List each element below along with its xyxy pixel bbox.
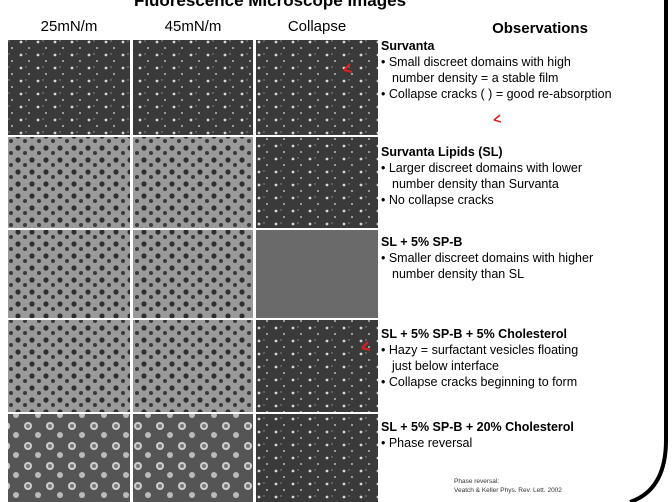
image (8, 414, 130, 502)
bullet-line: • Larger discreet domains with lower (381, 161, 582, 175)
group-title: SL + 5% SP-B + 20% Cholesterol (381, 420, 574, 434)
image (256, 40, 378, 135)
image (133, 137, 253, 228)
microscope-images (8, 40, 378, 502)
bullet-line: number density = a stable film (392, 71, 558, 85)
bullet-line: • Smaller discreet domains with higher (381, 251, 593, 265)
image (133, 230, 253, 318)
observations-heading: Observations (440, 20, 640, 37)
slide-border (630, 0, 666, 502)
bullet-line: just below interface (392, 359, 499, 373)
group-title: Survanta (381, 39, 435, 53)
bullet-line: • Hazy = surfactant vesicles floating (381, 343, 578, 357)
bullet-line: • Collapse cracks beginning to form (381, 375, 577, 389)
footnote: Phase reversal: (454, 478, 499, 485)
bullet-line: number density than SL (392, 267, 524, 281)
column-header: 25mN/m (8, 18, 130, 35)
image (256, 414, 378, 502)
bullet-line: • No collapse cracks (381, 193, 494, 207)
image (133, 414, 253, 502)
group-title: SL + 5% SP-B (381, 235, 462, 249)
image (256, 320, 378, 412)
image (133, 320, 253, 412)
title: Fluorescence Microscope Images (0, 0, 540, 11)
bullet-line: • Phase reversal (381, 436, 472, 450)
image (8, 40, 130, 135)
bullet-line: • Collapse cracks ( ) = good re-absorpti… (381, 87, 612, 101)
slide: Fluorescence Microscope Images 25mN/m 45… (0, 0, 672, 502)
image (8, 320, 130, 412)
bullet-line: • Small discreet domains with high (381, 55, 571, 69)
column-header: 45mN/m (132, 18, 254, 35)
image (8, 137, 130, 228)
image (133, 40, 253, 135)
group-title: Survanta Lipids (SL) (381, 145, 503, 159)
column-header: Collapse (256, 18, 378, 35)
footnote: Veatch & Keller Phys. Rev. Lett. 2002 (454, 487, 562, 494)
image (8, 230, 130, 318)
image (256, 137, 378, 228)
image (256, 230, 378, 318)
inline-arrow (494, 115, 501, 122)
group-title: SL + 5% SP-B + 5% Cholesterol (381, 327, 567, 341)
bullet-line: number density than Survanta (392, 177, 559, 191)
